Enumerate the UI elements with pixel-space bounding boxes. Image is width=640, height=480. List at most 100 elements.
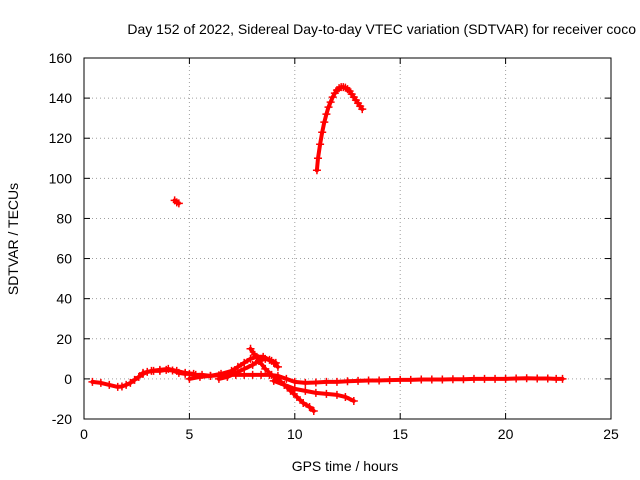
data-point	[480, 374, 489, 383]
data-point	[248, 360, 257, 369]
data-point	[512, 374, 521, 383]
data-point	[172, 366, 181, 375]
data-point	[322, 110, 331, 119]
axis-ticks: 0 5 10 15 20 25 -20 0 20 40 60 80 100 120 140 160	[49, 50, 619, 442]
data-point	[233, 362, 242, 371]
data-point	[261, 364, 270, 373]
y-tick-label: 20	[56, 331, 72, 347]
data-point	[311, 388, 320, 397]
data-point	[271, 358, 280, 367]
data-point	[326, 98, 335, 107]
data-point	[309, 406, 318, 415]
data-point	[248, 370, 257, 379]
y-tick-label: 40	[56, 291, 72, 307]
data-point	[122, 380, 131, 389]
data-point	[491, 374, 500, 383]
data-point	[332, 377, 341, 386]
data-point	[533, 374, 542, 383]
grid-lines	[84, 58, 611, 419]
data-point	[312, 166, 321, 175]
data-point	[332, 390, 341, 399]
data-point	[459, 375, 468, 384]
series-isolated	[170, 196, 183, 208]
data-point	[282, 374, 291, 383]
data-point	[324, 103, 333, 112]
data-point	[318, 128, 327, 137]
data-point	[139, 368, 148, 377]
data-point	[558, 374, 567, 383]
data-point	[240, 364, 249, 373]
data-point	[88, 377, 97, 386]
x-tick-label: 10	[287, 426, 303, 442]
data-point	[257, 370, 266, 379]
chart-title: Day 152 of 2022, Sidereal Day-to-day VTE…	[127, 21, 636, 37]
data-point	[126, 378, 135, 387]
data-point	[130, 375, 139, 384]
data-point	[250, 350, 259, 359]
data-point	[328, 93, 337, 102]
data-point	[320, 118, 329, 127]
data-point	[231, 368, 240, 377]
data-point	[343, 377, 352, 386]
data-point	[290, 384, 299, 393]
data-point	[246, 344, 255, 353]
data-point	[469, 374, 478, 383]
data-point	[223, 372, 232, 381]
data-point	[358, 105, 367, 114]
data-series	[88, 83, 567, 415]
y-tick-label: 120	[49, 130, 73, 146]
data-point	[522, 374, 531, 383]
data-point	[322, 377, 331, 386]
data-point	[316, 140, 325, 149]
data-point	[105, 380, 114, 389]
data-point	[206, 371, 215, 380]
y-tick-label: -20	[52, 411, 72, 427]
data-point	[290, 377, 299, 386]
data-point	[246, 354, 255, 363]
data-point	[313, 154, 322, 163]
data-point	[301, 378, 310, 387]
data-point	[181, 368, 190, 377]
data-point	[254, 356, 263, 365]
x-tick-label: 5	[186, 426, 194, 442]
data-point	[96, 378, 105, 387]
y-tick-label: 100	[49, 170, 73, 186]
data-point	[164, 364, 173, 373]
data-point	[438, 375, 447, 384]
data-point	[267, 356, 276, 365]
x-tick-label: 0	[80, 426, 88, 442]
data-point	[301, 386, 310, 395]
data-point	[322, 389, 331, 398]
data-point	[406, 375, 415, 384]
y-axis-label: SDTVAR / TECUs	[5, 183, 21, 295]
data-point	[427, 375, 436, 384]
data-point	[292, 392, 301, 401]
x-axis-label: GPS time / hours	[292, 458, 399, 474]
data-point	[385, 376, 394, 385]
data-point	[147, 366, 156, 375]
series-trace-f	[269, 376, 358, 405]
series-arc	[312, 83, 367, 175]
data-point	[311, 378, 320, 387]
x-tick-label: 20	[498, 426, 514, 442]
data-point	[341, 392, 350, 401]
data-point	[174, 199, 183, 208]
data-point	[273, 362, 282, 371]
data-point	[305, 402, 314, 411]
data-point	[267, 370, 276, 379]
x-tick-label: 15	[392, 426, 408, 442]
y-tick-label: 140	[49, 90, 73, 106]
data-point	[448, 375, 457, 384]
data-point	[185, 374, 194, 383]
y-tick-label: 160	[49, 50, 73, 66]
x-tick-label: 25	[603, 426, 619, 442]
series-trace-e	[246, 344, 318, 415]
data-point	[280, 380, 289, 389]
data-point	[349, 396, 358, 405]
data-point	[375, 376, 384, 385]
data-point	[261, 354, 270, 363]
data-point	[269, 376, 278, 385]
data-point	[299, 398, 308, 407]
data-point	[134, 372, 143, 381]
